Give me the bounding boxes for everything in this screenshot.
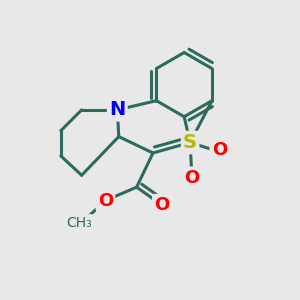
Text: O: O — [98, 191, 113, 209]
Text: O: O — [184, 169, 199, 187]
Text: O: O — [154, 196, 170, 214]
Text: N: N — [109, 100, 125, 119]
Text: CH₃: CH₃ — [66, 216, 92, 230]
Text: S: S — [183, 133, 197, 152]
Text: O: O — [212, 141, 227, 159]
